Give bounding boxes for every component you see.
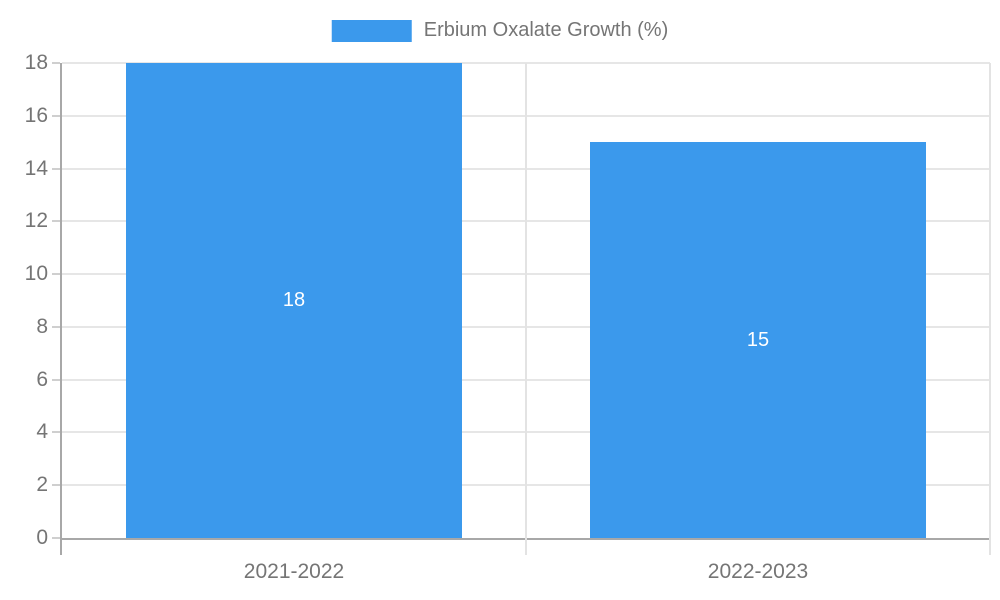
y-axis-label: 14 xyxy=(24,156,48,180)
y-axis-tick xyxy=(52,273,60,276)
bar-value-label: 15 xyxy=(746,328,770,351)
y-axis-tick xyxy=(52,484,60,487)
x-axis-label: 2021-2022 xyxy=(243,560,345,583)
x-axis-label: 2022-2023 xyxy=(707,560,809,583)
y-axis-label: 0 xyxy=(36,526,48,549)
y-axis-tick xyxy=(52,62,60,64)
y-axis-label: 2 xyxy=(36,473,48,497)
y-axis-tick xyxy=(52,220,60,223)
y-axis-tick xyxy=(52,114,60,117)
legend-swatch xyxy=(331,19,412,42)
bar-2021-2022: 18 xyxy=(126,63,462,538)
y-axis-tick xyxy=(52,325,60,328)
y-axis-tick xyxy=(52,167,60,170)
bar-value-label: 18 xyxy=(282,289,306,311)
x-boundary-gridline xyxy=(989,63,991,555)
y-axis-label: 10 xyxy=(24,262,48,286)
y-axis-tick xyxy=(52,378,60,381)
y-axis-tick xyxy=(52,537,60,539)
y-axis-label: 18 xyxy=(24,51,48,74)
y-axis-label: 6 xyxy=(36,367,48,391)
y-axis-label: 4 xyxy=(36,420,48,444)
chart-legend[interactable]: Erbium Oxalate Growth (%) xyxy=(331,19,669,42)
y-axis-label: 16 xyxy=(24,103,48,127)
y-axis-label: 12 xyxy=(24,209,48,233)
x-boundary-gridline xyxy=(525,63,527,555)
legend-label: Erbium Oxalate Growth (%) xyxy=(423,19,669,41)
bar-2022-2023: 15 xyxy=(590,142,926,538)
plot-area: 0 2 4 6 8 10 12 14 16 18 18 2021-2022 15 2022-2023 xyxy=(25,51,991,583)
y-axis-tick xyxy=(52,431,60,434)
y-axis-label: 8 xyxy=(36,314,48,338)
x-axis-origin-tick xyxy=(60,538,62,555)
